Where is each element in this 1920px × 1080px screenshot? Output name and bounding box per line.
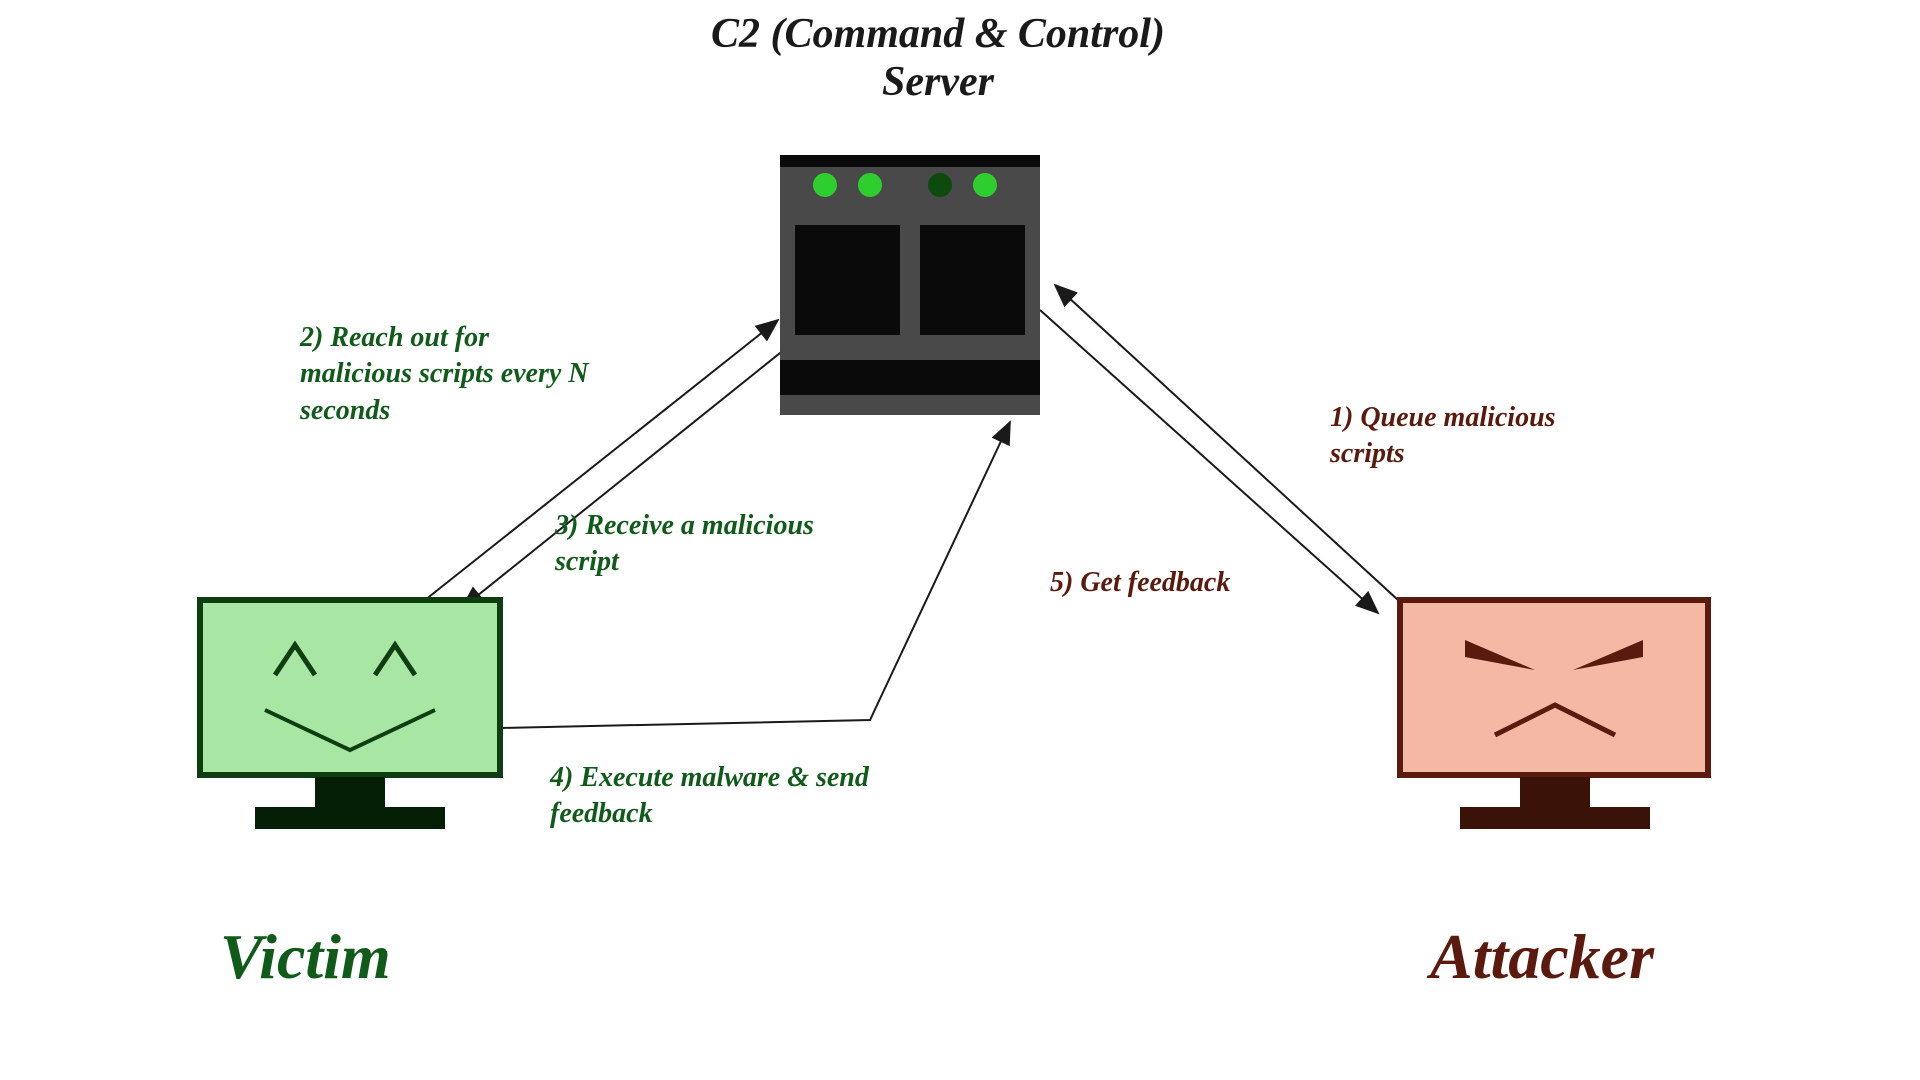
step4-label: 4) Execute malware & send feedback xyxy=(550,760,870,833)
diagram-canvas: C2 (Command & Control) Server xyxy=(0,0,1920,1080)
step1-label: 1) Queue malicious scripts xyxy=(1330,400,1610,473)
attacker-label: Attacker xyxy=(1430,920,1654,994)
step3-label: 3) Receive a malicious script xyxy=(555,508,815,581)
victim-monitor-icon xyxy=(195,595,515,845)
step5-label: 5) Get feedback xyxy=(1050,565,1310,601)
step2-label: 2) Reach out for malicious scripts every… xyxy=(300,320,590,429)
attacker-monitor-icon xyxy=(1395,595,1725,845)
victim-label: Victim xyxy=(220,920,391,994)
server-title: C2 (Command & Control) Server xyxy=(688,10,1188,106)
c2-server-icon xyxy=(780,155,1040,415)
